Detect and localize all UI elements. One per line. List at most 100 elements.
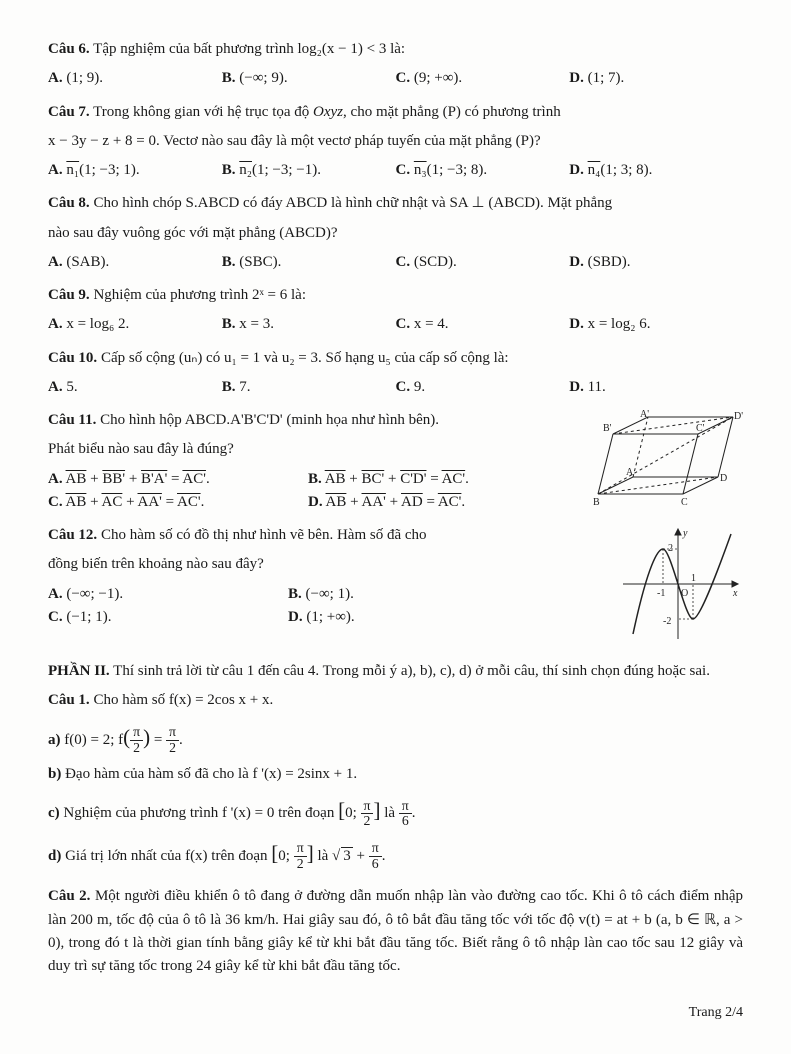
opt-label: C. [48, 609, 63, 625]
mid: là [314, 848, 332, 864]
p2q1-b-text: Đạo hàm của hàm số đã cho là f '(x) = 2s… [65, 766, 357, 782]
svg-text:B': B' [603, 423, 612, 434]
q8-label: Câu 8. [48, 195, 90, 211]
question-9: Câu 9. Nghiệm của phương trình 2ˣ = 6 là… [48, 284, 743, 307]
svg-text:2: 2 [668, 543, 673, 554]
q10-options: A. 5. B. 7. C. 9. D. 11. [48, 376, 743, 399]
opt-text: x = 4. [414, 316, 449, 332]
post: . [412, 805, 416, 821]
frac-d: 2 [294, 857, 307, 871]
svg-text:O: O [681, 588, 688, 599]
q10-opt-c: C. 9. [396, 376, 570, 399]
opt-label: A. [48, 471, 63, 487]
q8-opt-c: C. (SCD). [396, 251, 570, 274]
q7-label: Câu 7. [48, 104, 90, 120]
svg-text:-2: -2 [663, 616, 671, 627]
q7-opt-d: D. n₄(1; 3; 8). [569, 159, 743, 182]
q7-oxyz: Oxyz [313, 104, 343, 120]
svg-text:C': C' [696, 423, 705, 434]
opt-label: A. [48, 379, 63, 395]
sub-label: a) [48, 732, 61, 748]
q11-label: Câu 11. [48, 412, 96, 428]
question-7: Câu 7. Trong không gian với hệ trục tọa … [48, 101, 743, 124]
svg-text:y: y [682, 528, 688, 539]
q11-opt-a: A. AB + BB' + B'A' = AC'. [48, 468, 308, 491]
opt-label: B. [222, 379, 236, 395]
svg-text:-1: -1 [657, 588, 665, 599]
q12-opt-a: A. (−∞; −1). [48, 583, 288, 606]
q8-options: A. (SAB). B. (SBC). C. (SCD). D. (SBD). [48, 251, 743, 274]
opt-label: B. [222, 70, 236, 86]
vec-icon: n₂ [239, 162, 252, 178]
frac-n: π [361, 799, 374, 814]
opt-label: C. [396, 70, 411, 86]
vec-icon: n₃ [414, 162, 427, 178]
q8-opt-b: B. (SBC). [222, 251, 396, 274]
q12-label: Câu 12. [48, 527, 97, 543]
q8-opt-a: A. (SAB). [48, 251, 222, 274]
q10-opt-b: B. 7. [222, 376, 396, 399]
frac-n: π [294, 841, 307, 856]
q7-options: A. n₁n₁(1; −3; 1).(1; −3; 1). B. n₂(1; −… [48, 159, 743, 182]
q8-text1: Cho hình chóp S.ABCD có đáy ABCD là hình… [93, 195, 612, 211]
q9-options: A. x = log₆ 2. B. x = 3. C. x = 4. D. x … [48, 313, 743, 336]
opt-text: (SAB). [66, 254, 109, 270]
mid: là [380, 805, 398, 821]
p2q1-d: d) Giá trị lớn nhất của f(x) trên đoạn [… [48, 837, 743, 872]
q8-text2: nào sau đây vuông góc với mặt phẳng (ABC… [48, 222, 743, 245]
sub-label: d) [48, 848, 61, 864]
opt-label: D. [569, 162, 584, 178]
svg-text:A: A [626, 467, 634, 478]
frac-d: 2 [130, 741, 143, 755]
interval-lo: 0 [278, 848, 286, 864]
opt-label: B. [288, 586, 302, 602]
opt-label: D. [569, 379, 584, 395]
q7-text2: , cho mặt phẳng (P) có phương trình [343, 104, 561, 120]
q11-opt-c: C. AB + AC + AA' = AC'. [48, 491, 308, 514]
frac-n: π [130, 725, 143, 740]
svg-text:x: x [732, 588, 738, 599]
vec-icon: n₄ [588, 162, 601, 178]
opt-label: B. [308, 471, 322, 487]
svg-text:C: C [681, 497, 688, 508]
q11-opt-b: B. AB + BC' + C'D' = AC'. [308, 468, 568, 491]
opt-label: D. [569, 316, 584, 332]
q7-text1: Trong không gian với hệ trục tọa độ [93, 104, 313, 120]
opt-text: x = log₂ 6. [588, 316, 651, 332]
opt-label: B. [222, 162, 236, 178]
opt-label: C. [48, 494, 63, 510]
p2q2-text: Một người điều khiển ô tô đang ở đường d… [48, 888, 743, 974]
question-11-wrap: BC DA B'C' D'A' Câu 11. Cho hình hộp ABC… [48, 409, 743, 524]
opt-label: A. [48, 316, 63, 332]
svg-text:D': D' [734, 411, 743, 422]
frac-n: π [399, 799, 412, 814]
q9-label: Câu 9. [48, 287, 90, 303]
p2q1a-pre: f(0) = 2; f [64, 732, 123, 748]
q7-opt-a: A. n₁n₁(1; −3; 1).(1; −3; 1). [48, 159, 222, 182]
q7-opt-c: C. n₃(1; −3; 8). [396, 159, 570, 182]
q12-options: A. (−∞; −1). B. (−∞; 1). C. (−1; 1). D. … [48, 583, 528, 630]
opt-text: x = 3. [239, 316, 274, 332]
svg-text:A': A' [640, 409, 649, 420]
opt-text: 5. [66, 379, 77, 395]
q8-opt-d: D. (SBD). [569, 251, 743, 274]
opt-text: (−∞; 9). [239, 70, 287, 86]
opt-label: C. [396, 379, 411, 395]
frac-d: 2 [361, 814, 374, 828]
q9-opt-c: C. x = 4. [396, 313, 570, 336]
opt-label: D. [288, 609, 303, 625]
opt-label: D. [569, 70, 584, 86]
sqrt-val: 3 [341, 847, 353, 864]
sub-label: c) [48, 805, 60, 821]
q9-opt-b: B. x = 3. [222, 313, 396, 336]
opt-text: (1; 7). [588, 70, 625, 86]
page-footer: Trang 2/4 [48, 1002, 743, 1024]
svg-text:B: B [593, 497, 600, 508]
opt-label: A. [48, 254, 63, 270]
sub-label: b) [48, 766, 61, 782]
p2-question-1: Câu 1. Cho hàm số f(x) = 2cos x + x. [48, 689, 743, 712]
opt-label: D. [569, 254, 584, 270]
opt-label: C. [396, 316, 411, 332]
q12-opt-d: D. (1; +∞). [288, 606, 528, 629]
q6-opt-a: A. (1; 9). [48, 67, 222, 90]
